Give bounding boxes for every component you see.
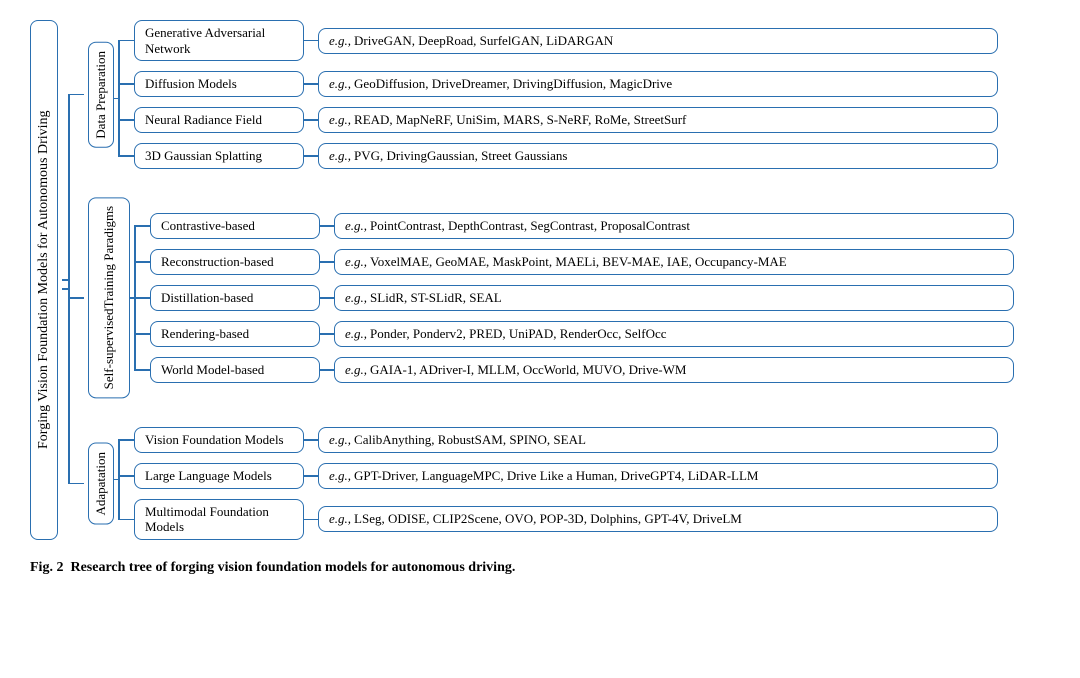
examples-node: e.g., VoxelMAE, GeoMAE, MaskPoint, MAELi…: [334, 249, 1014, 275]
examples-node: e.g., PointContrast, DepthContrast, SegC…: [334, 213, 1014, 239]
root-node: Forging Vision Foundation Models for Aut…: [30, 20, 58, 540]
examples-prefix: e.g.,: [329, 33, 351, 49]
examples-text: PVG, DrivingGaussian, Street Gaussians: [354, 148, 567, 164]
method-node: Contrastive-based: [150, 213, 320, 239]
examples-node: e.g., DriveGAN, DeepRoad, SurfelGAN, LiD…: [318, 28, 998, 54]
method-node: World Model-based: [150, 357, 320, 383]
connector: [320, 333, 334, 335]
connector: [320, 225, 334, 227]
examples-text: CalibAnything, RobustSAM, SPINO, SEAL: [354, 432, 586, 448]
examples-text: GPT-Driver, LanguageMPC, Drive Like a Hu…: [354, 468, 758, 484]
connector: [320, 369, 334, 371]
examples-text: GAIA-1, ADriver-I, MLLM, OccWorld, MUVO,…: [370, 362, 686, 378]
examples-node: e.g., GeoDiffusion, DriveDreamer, Drivin…: [318, 71, 998, 97]
method-row: Generative Adversarial Network e.g., Driv…: [134, 20, 998, 61]
category-bracket: [118, 427, 134, 540]
examples-prefix: e.g.,: [329, 76, 351, 92]
category-group: Data Preparation Generative Adversarial N…: [84, 20, 1014, 169]
method-node: Neural Radiance Field: [134, 107, 304, 133]
figure-caption: Fig. 2 Research tree of forging vision f…: [30, 560, 1050, 576]
examples-prefix: e.g.,: [329, 511, 351, 527]
method-rows: Contrastive-based e.g., PointContrast, De…: [150, 213, 1014, 383]
caption-text: Research tree of forging vision foundati…: [70, 560, 515, 575]
examples-prefix: e.g.,: [345, 290, 367, 306]
root-bracket: [68, 20, 84, 540]
method-rows: Generative Adversarial Network e.g., Driv…: [134, 20, 998, 169]
method-row: Diffusion Models e.g., GeoDiffusion, Driv…: [134, 71, 998, 97]
examples-text: PointContrast, DepthContrast, SegContras…: [370, 218, 690, 234]
examples-prefix: e.g.,: [329, 432, 351, 448]
examples-prefix: e.g.,: [329, 112, 351, 128]
method-row: Contrastive-based e.g., PointContrast, De…: [150, 213, 1014, 239]
connector: [304, 439, 318, 441]
method-row: Reconstruction-based e.g., VoxelMAE, GeoM…: [150, 249, 1014, 275]
method-row: Vision Foundation Models e.g., CalibAnyth…: [134, 427, 998, 453]
examples-node: e.g., CalibAnything, RobustSAM, SPINO, S…: [318, 427, 998, 453]
examples-node: e.g., LSeg, ODISE, CLIP2Scene, OVO, POP-…: [318, 506, 998, 532]
connector: [304, 40, 318, 42]
method-node: Distillation-based: [150, 285, 320, 311]
examples-text: READ, MapNeRF, UniSim, MARS, S-NeRF, RoM…: [354, 112, 686, 128]
connector: [304, 119, 318, 121]
examples-text: LSeg, ODISE, CLIP2Scene, OVO, POP-3D, Do…: [354, 511, 742, 527]
examples-node: e.g., GPT-Driver, LanguageMPC, Drive Lik…: [318, 463, 998, 489]
category-group: Self-supervisedTraining Paradigms Contras…: [84, 197, 1014, 398]
method-row: Distillation-based e.g., SLidR, ST-SLidR,…: [150, 285, 1014, 311]
connector: [304, 155, 318, 157]
category-bracket: [118, 20, 134, 169]
category-group: Adapatation Vision Foundation Models e.g.,…: [84, 427, 1014, 540]
method-row: Multimodal Foundation Models e.g., LSeg, …: [134, 499, 998, 540]
level1-container: Data Preparation Generative Adversarial N…: [84, 20, 1014, 540]
method-node: Generative Adversarial Network: [134, 20, 304, 61]
examples-text: GeoDiffusion, DriveDreamer, DrivingDiffu…: [354, 76, 672, 92]
connector: [304, 83, 318, 85]
method-row: 3D Gaussian Splatting e.g., PVG, DrivingG…: [134, 143, 998, 169]
examples-prefix: e.g.,: [345, 254, 367, 270]
examples-prefix: e.g.,: [345, 362, 367, 378]
method-node: Reconstruction-based: [150, 249, 320, 275]
connector: [304, 475, 318, 477]
method-node: Rendering-based: [150, 321, 320, 347]
examples-prefix: e.g.,: [329, 148, 351, 164]
connector: [304, 519, 318, 521]
category-node: Data Preparation: [88, 42, 114, 148]
examples-text: Ponder, Ponderv2, PRED, UniPAD, RenderOc…: [370, 326, 667, 342]
category-node: Adapatation: [88, 443, 114, 525]
connector: [320, 261, 334, 263]
examples-text: SLidR, ST-SLidR, SEAL: [370, 290, 502, 306]
method-node: Diffusion Models: [134, 71, 304, 97]
examples-prefix: e.g.,: [329, 468, 351, 484]
method-rows: Vision Foundation Models e.g., CalibAnyth…: [134, 427, 998, 540]
research-tree: Forging Vision Foundation Models for Aut…: [30, 20, 1050, 540]
examples-text: VoxelMAE, GeoMAE, MaskPoint, MAELi, BEV-…: [370, 254, 787, 270]
examples-prefix: e.g.,: [345, 326, 367, 342]
method-node: 3D Gaussian Splatting: [134, 143, 304, 169]
caption-prefix: Fig. 2: [30, 560, 63, 575]
method-row: Large Language Models e.g., GPT-Driver, L…: [134, 463, 998, 489]
examples-prefix: e.g.,: [345, 218, 367, 234]
connector: [320, 297, 334, 299]
method-node: Vision Foundation Models: [134, 427, 304, 453]
method-node: Large Language Models: [134, 463, 304, 489]
examples-node: e.g., SLidR, ST-SLidR, SEAL: [334, 285, 1014, 311]
examples-node: e.g., READ, MapNeRF, UniSim, MARS, S-NeR…: [318, 107, 998, 133]
method-row: Neural Radiance Field e.g., READ, MapNeRF…: [134, 107, 998, 133]
category-bracket: [134, 197, 150, 398]
category-node: Self-supervisedTraining Paradigms: [88, 197, 130, 398]
examples-node: e.g., PVG, DrivingGaussian, Street Gauss…: [318, 143, 998, 169]
examples-node: e.g., GAIA-1, ADriver-I, MLLM, OccWorld,…: [334, 357, 1014, 383]
method-row: Rendering-based e.g., Ponder, Ponderv2, P…: [150, 321, 1014, 347]
method-node: Multimodal Foundation Models: [134, 499, 304, 540]
method-row: World Model-based e.g., GAIA-1, ADriver-I…: [150, 357, 1014, 383]
examples-node: e.g., Ponder, Ponderv2, PRED, UniPAD, Re…: [334, 321, 1014, 347]
examples-text: DriveGAN, DeepRoad, SurfelGAN, LiDARGAN: [354, 33, 613, 49]
